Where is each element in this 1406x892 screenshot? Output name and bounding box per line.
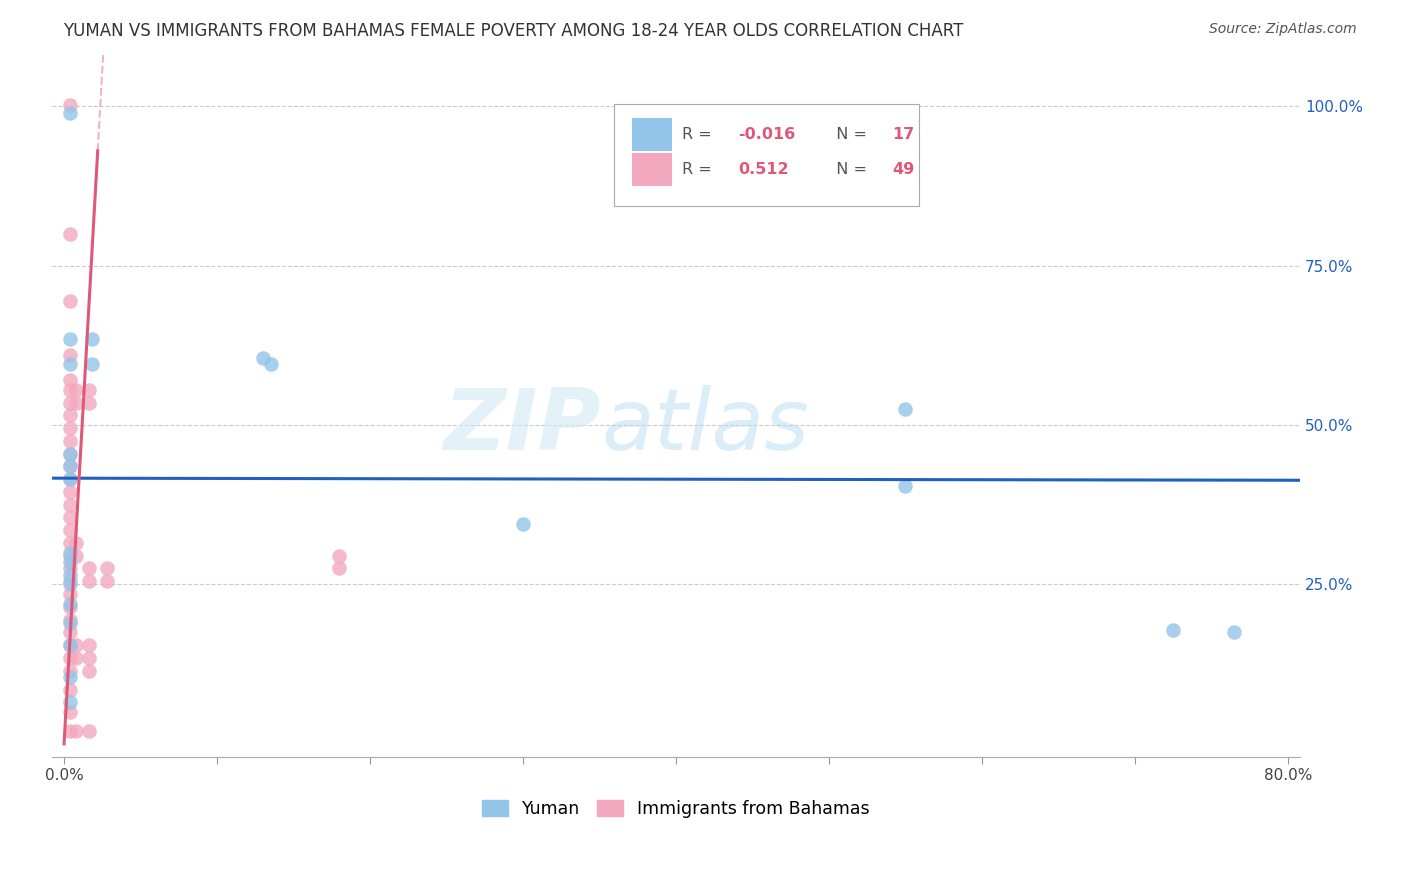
Point <box>59 615 82 630</box>
Text: ZIP: ZIP <box>443 385 600 468</box>
Text: R =: R = <box>682 162 717 177</box>
Point <box>512 516 534 531</box>
Point <box>59 577 82 591</box>
Point <box>59 555 82 569</box>
Point <box>59 472 82 486</box>
Point <box>77 664 100 678</box>
Point <box>59 472 82 486</box>
Text: N =: N = <box>825 127 872 142</box>
Point <box>59 597 82 611</box>
Point <box>328 561 350 575</box>
Point <box>80 332 103 346</box>
Point <box>59 348 82 362</box>
Text: Source: ZipAtlas.com: Source: ZipAtlas.com <box>1209 22 1357 37</box>
Point <box>59 695 82 709</box>
Point <box>59 293 82 308</box>
Point <box>894 478 917 492</box>
Point <box>59 332 82 346</box>
Point <box>59 682 82 697</box>
Point <box>59 561 82 575</box>
Point <box>65 383 87 397</box>
Text: R =: R = <box>682 127 717 142</box>
Point <box>59 510 82 524</box>
Legend: Yuman, Immigrants from Bahamas: Yuman, Immigrants from Bahamas <box>475 793 877 825</box>
Text: 17: 17 <box>891 127 914 142</box>
Point <box>59 724 82 739</box>
Point <box>59 705 82 719</box>
Point <box>65 549 87 563</box>
Point <box>59 638 82 652</box>
Point <box>59 98 82 112</box>
Point <box>59 613 82 627</box>
Point <box>59 599 82 614</box>
Point <box>59 459 82 474</box>
Point <box>59 587 82 601</box>
Text: 0.512: 0.512 <box>738 162 789 177</box>
Point <box>59 395 82 409</box>
Text: -0.016: -0.016 <box>738 127 796 142</box>
Point <box>894 402 917 417</box>
Point <box>59 383 82 397</box>
Point <box>65 395 87 409</box>
Point <box>77 561 100 575</box>
Point <box>59 447 82 461</box>
Point <box>1161 624 1184 638</box>
Text: atlas: atlas <box>600 385 808 468</box>
Point <box>65 724 87 739</box>
Point <box>59 358 82 372</box>
Point <box>59 498 82 512</box>
Point <box>59 638 82 652</box>
Point <box>77 724 100 739</box>
Point <box>59 545 82 559</box>
Point <box>59 434 82 448</box>
Point <box>59 105 82 120</box>
Point <box>59 421 82 435</box>
Point <box>96 561 118 575</box>
Point <box>77 383 100 397</box>
Point <box>59 523 82 537</box>
Point <box>59 459 82 474</box>
Text: 49: 49 <box>891 162 914 177</box>
Point <box>80 358 103 372</box>
Point <box>77 650 100 665</box>
Point <box>252 351 274 365</box>
Point <box>59 373 82 387</box>
Point <box>59 485 82 500</box>
Point <box>77 638 100 652</box>
Point <box>59 227 82 241</box>
Point <box>59 670 82 684</box>
FancyBboxPatch shape <box>613 104 920 206</box>
Text: N =: N = <box>825 162 872 177</box>
Point <box>77 395 100 409</box>
Point <box>59 567 82 582</box>
Point <box>65 536 87 550</box>
Point <box>328 549 350 563</box>
Point <box>59 625 82 640</box>
Text: YUMAN VS IMMIGRANTS FROM BAHAMAS FEMALE POVERTY AMONG 18-24 YEAR OLDS CORRELATIO: YUMAN VS IMMIGRANTS FROM BAHAMAS FEMALE … <box>63 22 963 40</box>
Point <box>77 574 100 589</box>
FancyBboxPatch shape <box>633 119 672 151</box>
FancyBboxPatch shape <box>633 153 672 186</box>
Point <box>59 409 82 423</box>
Point <box>96 574 118 589</box>
Point <box>59 650 82 665</box>
Point <box>65 638 87 652</box>
Point <box>59 574 82 589</box>
Point <box>59 447 82 461</box>
Point <box>59 536 82 550</box>
Point <box>259 358 281 372</box>
Point <box>1223 625 1246 640</box>
Point <box>59 664 82 678</box>
Point <box>59 549 82 563</box>
Point <box>65 650 87 665</box>
